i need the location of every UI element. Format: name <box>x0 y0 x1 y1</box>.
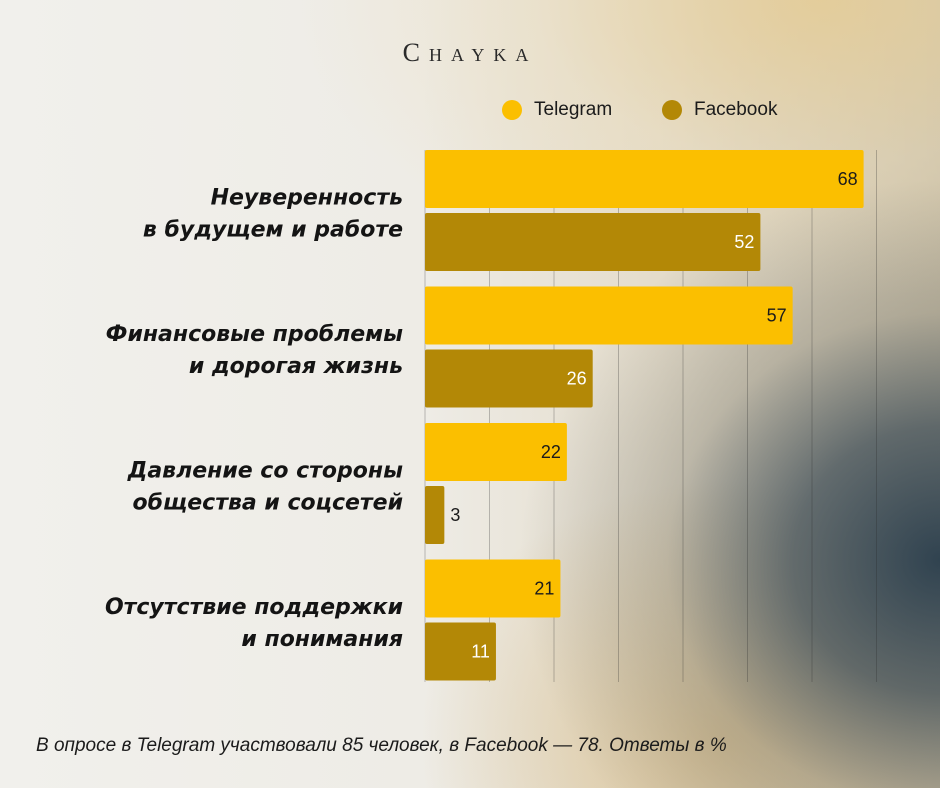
legend-label-facebook: Facebook <box>694 99 778 120</box>
data-label: 26 <box>567 369 587 389</box>
legend-item-telegram: Telegram <box>502 97 612 123</box>
bar-facebook <box>425 486 445 544</box>
category-label: Финансовые проблемы и дорогая жизнь <box>106 322 403 379</box>
data-label: 52 <box>734 232 754 252</box>
bar-telegram <box>425 559 561 618</box>
category-label-line: Давление со стороны <box>127 459 403 484</box>
footnote: В опросе в Telegram участвовали 85 челов… <box>36 735 727 756</box>
bar-telegram <box>425 150 864 208</box>
legend-label-telegram: Telegram <box>534 99 613 120</box>
data-label: 57 <box>767 306 787 326</box>
bar-facebook <box>425 622 496 681</box>
data-label: 21 <box>534 579 554 599</box>
bar-facebook <box>425 213 761 271</box>
category-label: Давление со стороны общества и соцсетей <box>127 459 403 516</box>
data-label: 22 <box>541 442 561 462</box>
legend-item-facebook: Facebook <box>662 97 777 123</box>
category-label: Неуверенность в будущем и работе <box>143 186 403 243</box>
legend-swatch-telegram <box>502 100 522 120</box>
bar-facebook <box>425 349 593 408</box>
data-label: 11 <box>471 642 490 662</box>
data-label: 68 <box>838 169 858 189</box>
bar-telegram <box>425 423 567 481</box>
category-label-line: Финансовые проблемы <box>106 322 403 347</box>
category-label-line: Отсутствие поддержки <box>105 595 403 620</box>
category-label-line: общества и соцсетей <box>132 491 403 516</box>
data-label: 3 <box>450 505 460 525</box>
category-label: Отсутствие поддержки и понимания <box>105 595 403 652</box>
category-label-line: и дорогая жизнь <box>189 354 403 379</box>
brand-title: Chayka <box>402 38 538 67</box>
category-label-line: и понимания <box>241 627 403 652</box>
legend-swatch-facebook <box>662 100 682 120</box>
bar-telegram <box>425 286 793 345</box>
category-label-line: Неуверенность <box>211 186 403 211</box>
category-label-line: в будущем и работе <box>143 218 403 243</box>
